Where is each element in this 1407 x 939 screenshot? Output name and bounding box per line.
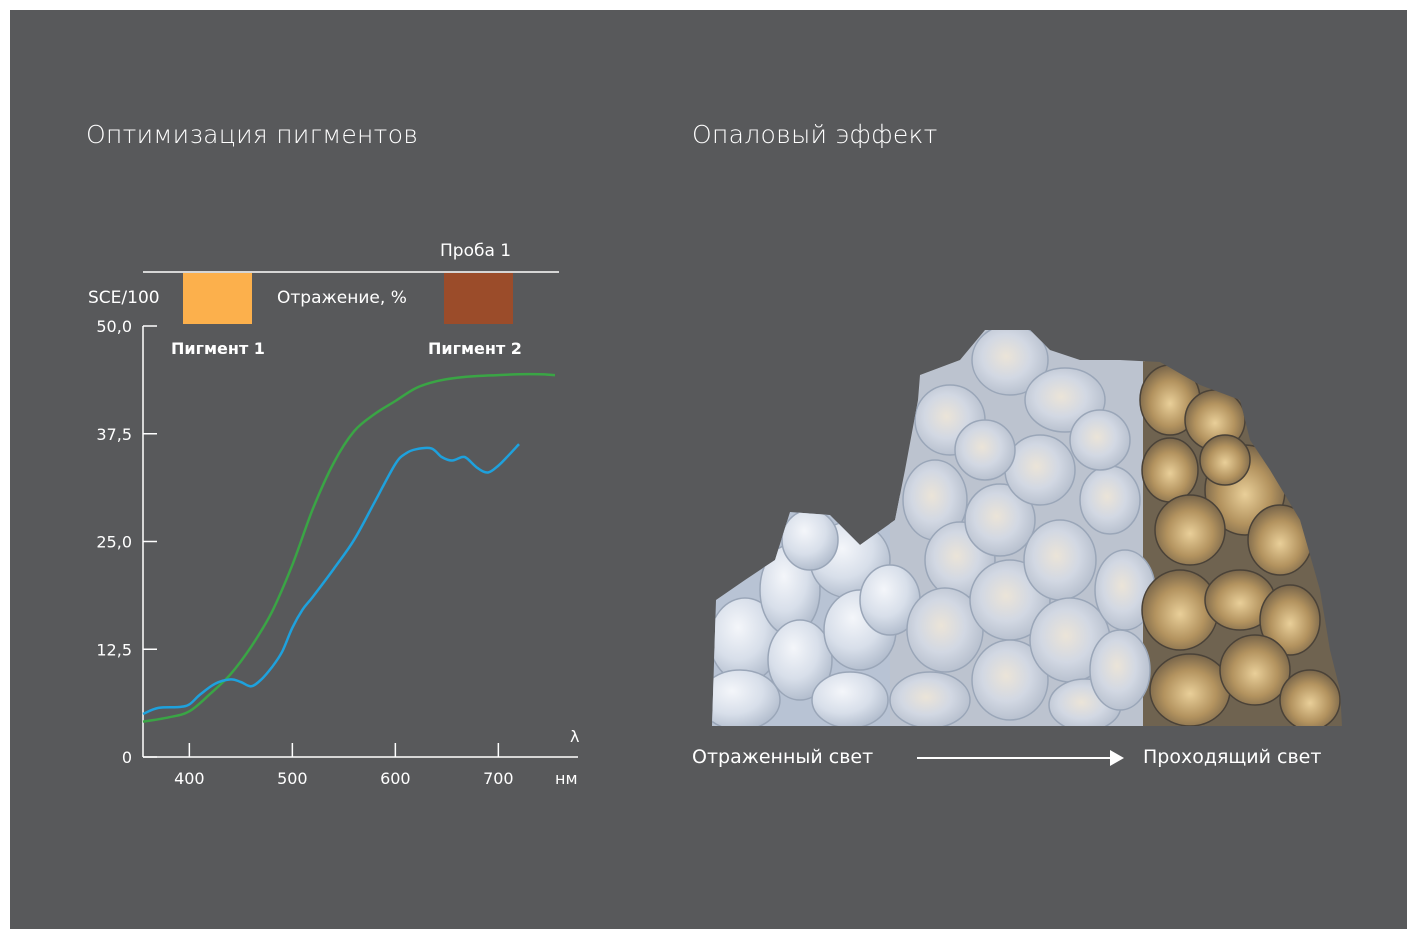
opal-pebble xyxy=(811,671,889,726)
x-tick-label: 600 xyxy=(380,769,411,788)
pigment1-label: Пигмент 1 xyxy=(171,339,265,358)
arrow-head-icon xyxy=(1110,750,1124,766)
sample-label: Проба 1 xyxy=(440,241,512,261)
x-tick-label: 700 xyxy=(483,769,514,788)
green-reflectance-line xyxy=(142,372,556,723)
right-title: Опаловый эффект xyxy=(692,120,938,149)
opal-pebble xyxy=(1279,669,1341,726)
lambda-label: λ xyxy=(570,727,579,746)
opal-pebble xyxy=(1079,465,1141,535)
opal-pebble xyxy=(1089,629,1151,711)
opal-pebble xyxy=(767,619,833,701)
y-tick-label: 0 xyxy=(122,748,132,767)
opal-pebble xyxy=(971,330,1049,396)
y-tick-label: 37,5 xyxy=(96,425,132,444)
y-tick-label: 12,5 xyxy=(96,640,132,659)
opal-pebble xyxy=(1069,409,1131,471)
opal-pebble xyxy=(1154,494,1226,566)
pigment1-swatch xyxy=(183,273,252,324)
blue-reflectance-line xyxy=(142,443,520,716)
opal-pebble xyxy=(1199,434,1251,486)
opal-pebble xyxy=(1247,504,1313,576)
x-axis-unit-label: нм xyxy=(555,769,578,788)
opal-pebble xyxy=(889,671,971,726)
reflection-label: Отражение, % xyxy=(277,288,407,308)
opal-pebble xyxy=(1149,653,1231,726)
x-tick-label: 400 xyxy=(174,769,205,788)
opal-pebble xyxy=(712,669,781,726)
y-tick-label: 50,0 xyxy=(96,317,132,336)
opal-pebble xyxy=(1004,434,1076,506)
y-tick-label: 25,0 xyxy=(96,533,132,552)
x-tick-label: 500 xyxy=(277,769,308,788)
reflected-light-label: Отраженный свет xyxy=(692,746,874,768)
transmitted-light-label: Проходящий свет xyxy=(1143,746,1322,768)
opal-pebble xyxy=(1259,584,1321,656)
left-title: Оптимизация пигментов xyxy=(86,120,419,149)
pigment2-swatch xyxy=(444,273,513,324)
sce-label: SCE/100 xyxy=(88,288,160,308)
pigment2-label: Пигмент 2 xyxy=(428,339,522,358)
opal-pebble xyxy=(954,419,1016,481)
opal-pebble xyxy=(781,509,839,571)
opal-pebble xyxy=(1219,634,1291,706)
opal-pebble xyxy=(1141,437,1199,503)
opal-pebble xyxy=(1023,519,1097,601)
opal-pebble xyxy=(971,639,1049,721)
opal-pebble xyxy=(964,483,1036,557)
